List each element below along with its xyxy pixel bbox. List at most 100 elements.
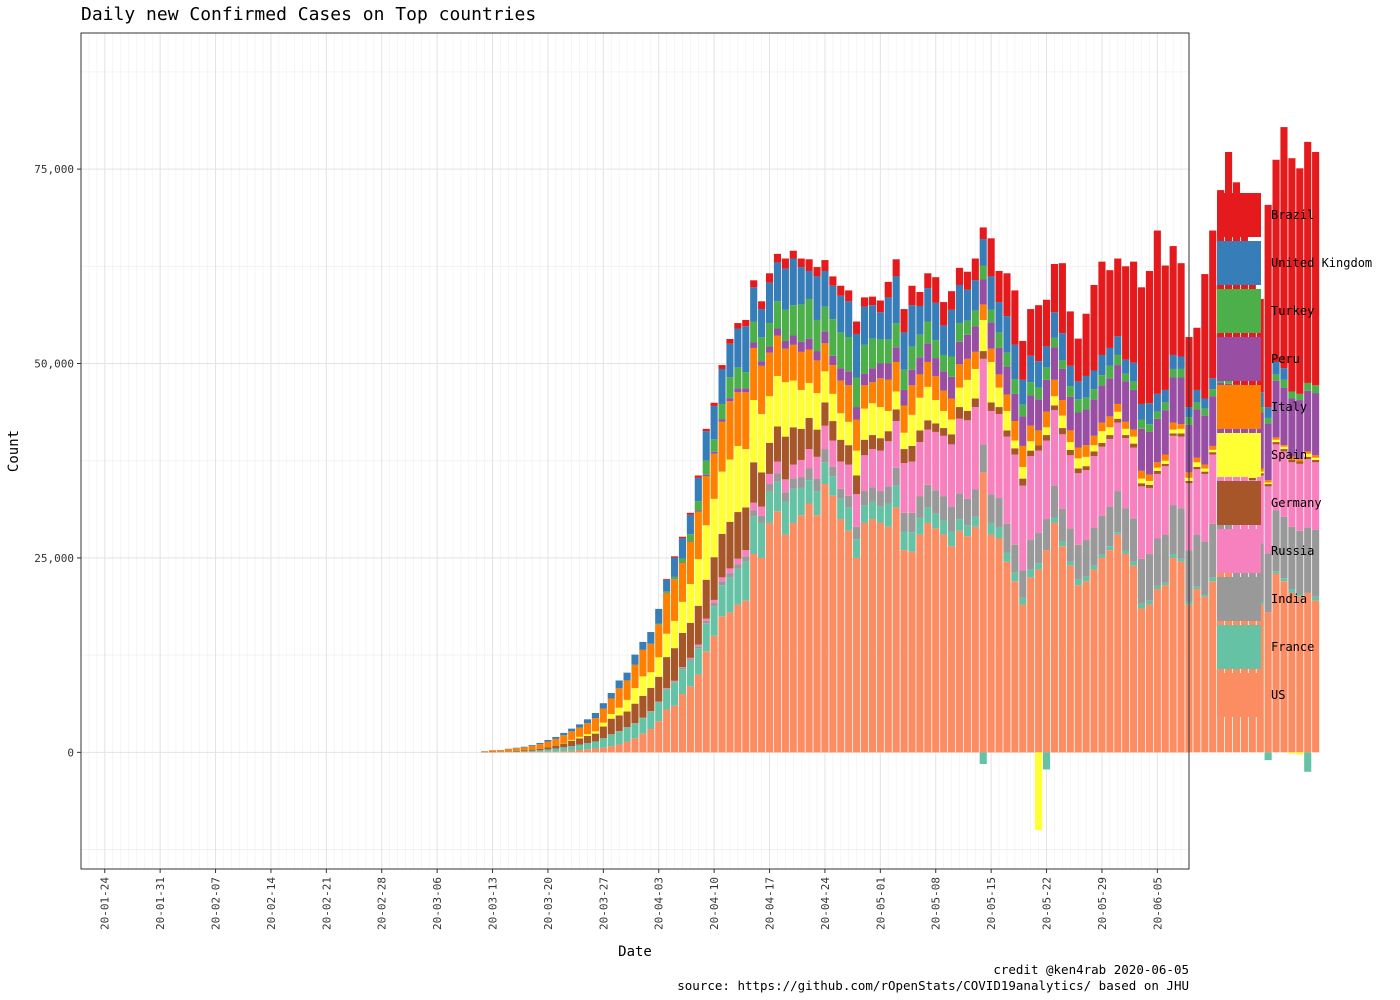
bar-segment: [821, 331, 829, 344]
bar-segment: [1280, 445, 1288, 447]
bar-segment: [639, 641, 647, 650]
bar-segment: [860, 344, 869, 374]
bar-segment: [963, 410, 971, 421]
bar-segment: [686, 686, 694, 753]
bar-segment: [845, 507, 853, 531]
bar-segment: [932, 513, 940, 529]
bar-segment: [900, 449, 908, 464]
x-tick-label: 20-03-27: [597, 877, 610, 930]
bar-segment: [1153, 467, 1161, 471]
bar-segment: [718, 403, 726, 420]
bar-segment: [520, 747, 528, 751]
bar-segment: [1161, 534, 1169, 583]
x-tick-label: 20-05-22: [1041, 877, 1054, 930]
bar-segment: [1161, 265, 1169, 390]
bar-segment: [1312, 459, 1320, 463]
bar-segment: [1050, 485, 1059, 518]
bar-segment: [1193, 409, 1201, 458]
bar-segment: [884, 281, 892, 298]
bar-segment: [1296, 463, 1304, 531]
bar-segment: [948, 546, 956, 753]
legend-swatch: [1217, 673, 1261, 717]
bar-segment: [1130, 429, 1138, 437]
bar-segment: [1003, 436, 1011, 524]
bar-segment: [1304, 382, 1312, 391]
bar-segment: [568, 731, 576, 740]
bar-segment: [1090, 284, 1098, 371]
bar-segment: [1209, 230, 1217, 379]
bar-segment: [1177, 508, 1185, 559]
bar-segment: [971, 398, 979, 408]
bar-segment: [1272, 510, 1280, 572]
bar-segment: [576, 744, 584, 751]
bar-segment: [1169, 557, 1177, 753]
bar-segment: [1098, 431, 1106, 443]
bar-segment: [1114, 336, 1122, 355]
bar-segment: [1082, 581, 1090, 753]
bar-segment: [837, 332, 845, 369]
bar-segment: [837, 519, 845, 753]
bar-segment: [1193, 402, 1201, 410]
bar-segment: [1193, 389, 1201, 403]
legend-swatch: [1217, 625, 1261, 669]
bar-segment: [678, 601, 687, 633]
bar-segment: [583, 723, 592, 735]
bar-segment: [853, 475, 861, 495]
x-tick-label: 20-02-21: [320, 877, 333, 930]
bar-segment: [963, 498, 971, 526]
bar-segment: [639, 718, 647, 734]
bar-segment: [892, 391, 900, 410]
bar-segment: [694, 511, 702, 560]
bar-segment: [900, 432, 908, 450]
bar-segment: [512, 750, 520, 752]
bar-segment: [1272, 437, 1280, 440]
bar-segment: [979, 752, 987, 765]
bar-segment: [758, 472, 766, 507]
bar-segment: [678, 667, 687, 668]
bar-segment: [932, 277, 940, 303]
bar-segment: [1145, 403, 1153, 425]
bar-segment: [924, 429, 932, 485]
bar-segment: [876, 300, 884, 313]
bar-segment: [686, 512, 694, 515]
bar-segment: [1201, 398, 1209, 409]
bar-segment: [797, 258, 805, 268]
bar-segment: [1042, 435, 1051, 441]
bar-segment: [1161, 585, 1169, 753]
bar-segment: [1066, 528, 1074, 562]
bar-segment: [773, 511, 782, 753]
bar-segment: [1272, 439, 1280, 443]
legend-label: Peru: [1271, 352, 1300, 366]
bar-segment: [1122, 381, 1130, 422]
bar-segment: [1264, 752, 1272, 761]
bar-segment: [591, 733, 599, 742]
bar-segment: [963, 334, 971, 359]
bar-segment: [932, 400, 940, 424]
bar-segment: [599, 703, 607, 709]
bar-segment: [1058, 368, 1066, 401]
bar-segment: [686, 660, 694, 687]
bar-segment: [1058, 333, 1066, 361]
bar-segment: [750, 280, 758, 288]
bar-segment: [829, 393, 837, 422]
bar-segment: [631, 654, 639, 665]
bar-segment: [789, 427, 797, 465]
bar-segment: [718, 368, 726, 404]
x-tick-label: 20-02-28: [376, 877, 389, 930]
bar-segment: [1066, 561, 1074, 566]
bar-segment: [1058, 360, 1066, 369]
bar-segment: [742, 561, 750, 601]
bar-segment: [1090, 370, 1098, 390]
bar-segment: [868, 338, 876, 369]
bar-segment: [773, 262, 782, 302]
bar-segment: [1011, 544, 1019, 573]
x-tick-label: 20-03-20: [542, 877, 555, 930]
bar-segment: [552, 745, 560, 749]
bar-segment: [979, 227, 987, 240]
bar-segment: [1248, 477, 1256, 481]
bar-segment: [1114, 354, 1122, 366]
bar-segment: [1312, 385, 1320, 394]
bar-segment: [1177, 433, 1185, 437]
bar-segment: [671, 682, 679, 706]
bar-segment: [1027, 395, 1035, 426]
